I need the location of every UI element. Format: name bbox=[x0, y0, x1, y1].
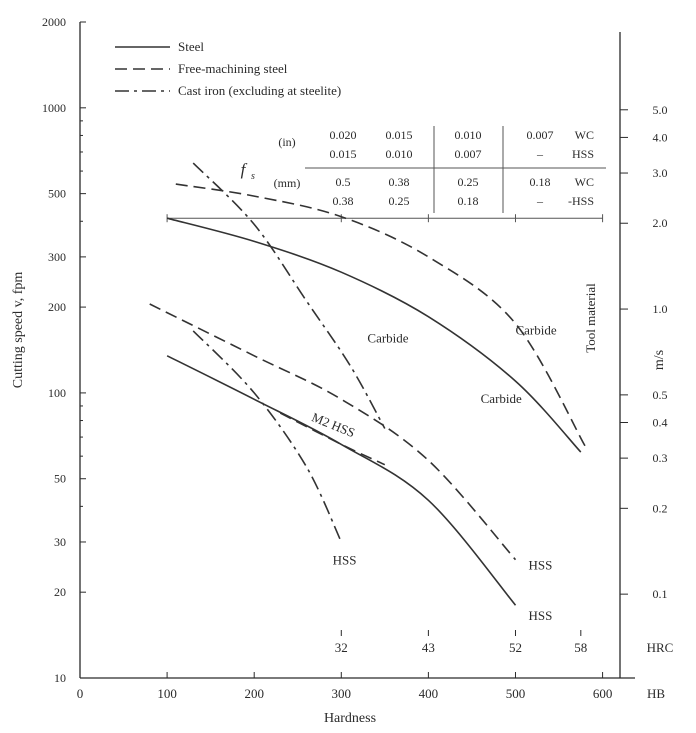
feed-value: 0.007 bbox=[527, 128, 554, 142]
legend-label: Steel bbox=[178, 39, 204, 54]
feed-value: 0.015 bbox=[330, 147, 357, 161]
curve-label: HSS bbox=[529, 608, 553, 623]
right-tick-label: 1.0 bbox=[653, 302, 668, 316]
right-tick-label: 3.0 bbox=[653, 166, 668, 180]
feed-value: 0.18 bbox=[458, 194, 479, 208]
x-tick-label: 400 bbox=[419, 686, 439, 701]
y-axis-title: Cutting speed v, fpm bbox=[11, 272, 26, 389]
feed-value: 0.38 bbox=[389, 175, 410, 189]
feed-tool-label: -HSS bbox=[568, 194, 594, 208]
axes: 10 20 30 50 100 200 300 500 1000 2000 0 100 200 300 40… bbox=[11, 15, 673, 726]
feed-value: – bbox=[536, 147, 544, 161]
series-line-steel-hss bbox=[166, 355, 517, 606]
feed-value: 0.38 bbox=[333, 194, 354, 208]
right-tick-label: 0.2 bbox=[653, 501, 668, 515]
feed-value: 0.020 bbox=[330, 128, 357, 142]
feed-value: 0.010 bbox=[455, 128, 482, 142]
feed-tool-label: HSS bbox=[572, 147, 594, 161]
series-line-free-machining-carbide bbox=[175, 183, 586, 447]
right-tick-label: 2.0 bbox=[653, 216, 668, 230]
feed-value: 0.015 bbox=[386, 128, 413, 142]
right-tick-label: 0.5 bbox=[653, 388, 668, 402]
legend-label: Cast iron (excluding at steelite) bbox=[178, 83, 341, 98]
curves bbox=[149, 162, 586, 606]
x-tick-label: 500 bbox=[506, 686, 526, 701]
feed-value: 0.010 bbox=[386, 147, 413, 161]
curve-label: HSS bbox=[333, 553, 357, 568]
y-tick-label: 20 bbox=[54, 585, 66, 599]
y-tick-label: 10 bbox=[54, 671, 66, 685]
x-tick-label: 600 bbox=[593, 686, 613, 701]
hrc-tick-label: 43 bbox=[422, 640, 435, 655]
y-tick-label: 50 bbox=[54, 472, 66, 486]
series-line-steel-carbide bbox=[166, 217, 582, 453]
x-tick-label: 0 bbox=[77, 686, 84, 701]
curve-labels: Carbide Carbide Carbide M2 HSS HSS HSS HSS bbox=[310, 323, 557, 623]
hrc-tick-label: 58 bbox=[574, 640, 587, 655]
feed-tool-label: WC bbox=[575, 128, 594, 142]
x-unit-label: HB bbox=[647, 686, 665, 701]
hrc-axis-label: HRC bbox=[647, 640, 674, 655]
y-tick-label: 500 bbox=[48, 187, 66, 201]
feed-symbol: f bbox=[241, 160, 248, 179]
feed-value: 0.18 bbox=[530, 175, 551, 189]
tool-material-label: Tool material bbox=[583, 283, 598, 353]
curve-label: Carbide bbox=[481, 391, 522, 406]
feed-symbol-subscript: s bbox=[251, 171, 255, 182]
y-tick-label: 30 bbox=[54, 535, 66, 549]
legend-label: Free-machining steel bbox=[178, 61, 288, 76]
legend: Steel Free-machining steel Cast iron (excl… bbox=[115, 39, 341, 98]
feed-tool-label: WC bbox=[575, 175, 594, 189]
series-line-cast-iron-hss bbox=[192, 330, 343, 543]
curve-label: Carbide bbox=[367, 331, 408, 346]
hrc-tick-label: 52 bbox=[509, 640, 522, 655]
curve-label: HSS bbox=[529, 558, 553, 573]
right-axis-title: m/s bbox=[652, 350, 667, 370]
feed-value: 0.25 bbox=[389, 194, 410, 208]
y-tick-label: 300 bbox=[48, 250, 66, 264]
curve-label: M2 HSS bbox=[310, 409, 358, 440]
right-tick-label: 0.4 bbox=[653, 416, 668, 430]
x-tick-label: 300 bbox=[332, 686, 352, 701]
right-tick-label: 0.3 bbox=[653, 451, 668, 465]
x-tick-label: 200 bbox=[244, 686, 264, 701]
feed-value: – bbox=[536, 194, 544, 208]
right-tick-label: 5.0 bbox=[653, 103, 668, 117]
feed-value: 0.5 bbox=[336, 175, 351, 189]
hrc-tick-label: 32 bbox=[335, 640, 348, 655]
y-tick-label: 2000 bbox=[42, 15, 66, 29]
feed-unit-label: (mm) bbox=[274, 176, 301, 190]
y-tick-label: 100 bbox=[48, 386, 66, 400]
feed-unit-label: (in) bbox=[278, 135, 295, 149]
right-tick-label: 4.0 bbox=[653, 130, 668, 144]
series-line-cast-iron-carbide bbox=[192, 162, 386, 429]
feed-value: 0.007 bbox=[455, 147, 482, 161]
x-axis-title: Hardness bbox=[324, 711, 376, 726]
y-tick-label: 200 bbox=[48, 300, 66, 314]
feed-table: f s (in) 0.020 0.015 0.010 0.007 WC 0.015 0.010 0.… bbox=[166, 126, 606, 223]
series-line-free-machining-hss bbox=[149, 303, 517, 561]
right-tick-label: 0.1 bbox=[653, 587, 668, 601]
x-tick-label: 100 bbox=[157, 686, 177, 701]
curve-label: Carbide bbox=[515, 323, 556, 338]
y-tick-label: 1000 bbox=[42, 101, 66, 115]
feed-value: 0.25 bbox=[458, 175, 479, 189]
